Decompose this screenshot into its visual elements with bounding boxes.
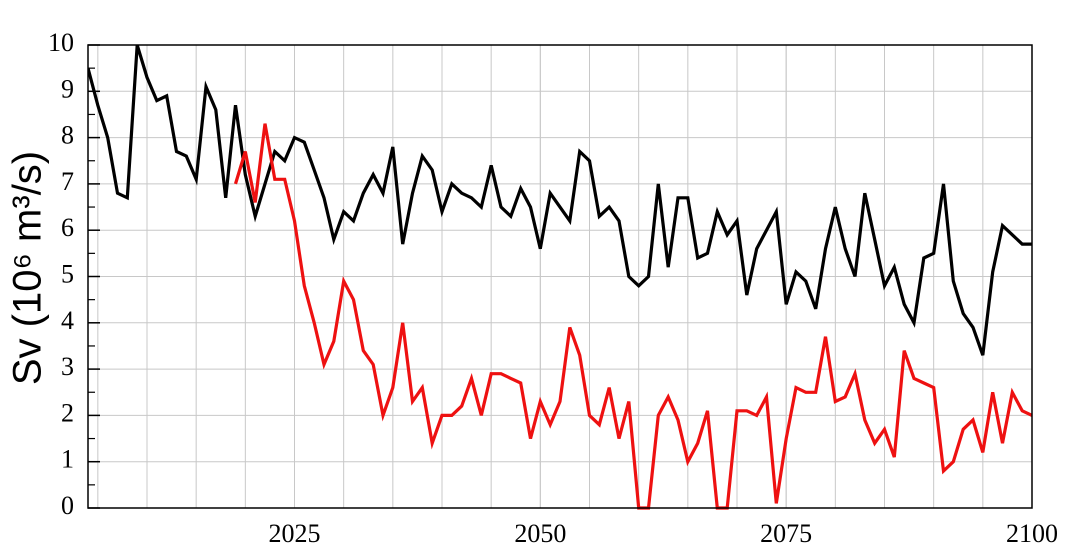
y-axis-label: Sv (10⁶ m³/s) [6,151,50,385]
y-tick-label: 10 [48,28,74,57]
y-tick-label: 6 [61,213,74,242]
y-tick-label: 2 [61,398,74,427]
x-tick-label: 2025 [269,519,321,548]
y-tick-label: 8 [61,121,74,150]
plot-frame [87,44,1033,509]
y-tick-label: 4 [61,306,74,335]
series-line [233,123,1032,510]
x-tick-label: 2050 [514,519,566,548]
y-tick-label: 5 [61,259,74,288]
x-tick-label: 2100 [1006,519,1058,548]
x-tick-label: 2075 [760,519,812,548]
series-line [88,45,1032,356]
y-tick-label: 1 [61,445,74,474]
y-tick-label: 3 [61,352,74,381]
y-tick-label: 7 [61,167,74,196]
y-tick-label: 9 [61,74,74,103]
y-tick-label: 0 [61,491,74,520]
